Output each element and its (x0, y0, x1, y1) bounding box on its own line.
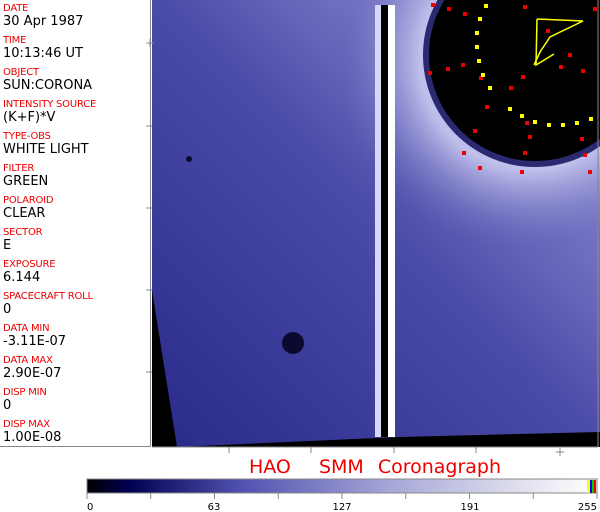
colorbar-blue (590, 480, 592, 493)
field-value: 30 Apr 1987 (3, 14, 84, 29)
marker-red (473, 129, 477, 133)
header-info-panel: DATE 30 Apr 1987 TIME 10:13:46 UT OBJECT SUN:… (0, 0, 151, 447)
field-value: CLEAR (3, 206, 46, 221)
marker-red (525, 121, 529, 125)
marker-yellow (488, 86, 492, 90)
pylon-edge (375, 5, 381, 437)
colorbar-yellow (587, 480, 590, 493)
marker-red (528, 135, 532, 139)
title-text: HAO SMM Coronagraph (248, 456, 502, 478)
marker-red (428, 71, 432, 75)
colorbar-tick-191: 191 (460, 502, 479, 512)
marker-red (523, 5, 527, 9)
axis-cross-mark (146, 39, 154, 47)
marker-yellow (481, 73, 485, 77)
field-value: E (3, 238, 12, 253)
marker-red (462, 151, 466, 155)
marker-red (546, 29, 550, 33)
colorbar-tick-0: 0 (87, 502, 93, 512)
field-value: 1.00E-08 (3, 430, 62, 445)
pylon-highlight (388, 5, 395, 437)
field-value: 0 (3, 302, 12, 317)
instrument-title: HAO SMM Coronagraph (0, 456, 600, 478)
field-value: (K+F)*V (3, 110, 56, 125)
marker-red (521, 75, 525, 79)
field-label: DATA MIN (3, 323, 50, 334)
marker-red (446, 67, 450, 71)
field-label: TYPE-OBS (3, 131, 51, 142)
marker-red (583, 153, 587, 157)
marker-red (478, 166, 482, 170)
marker-red (509, 86, 513, 90)
marker-red (520, 170, 524, 174)
dust-spot (282, 332, 304, 354)
field-value: 0 (3, 398, 12, 413)
field-value: 2.90E-07 (3, 366, 62, 381)
orientation-marker (533, 18, 584, 66)
marker-red (559, 65, 563, 69)
marker-red (580, 137, 584, 141)
field-value: SUN:CORONA (3, 78, 93, 93)
colorbar-tick-127: 127 (332, 502, 351, 512)
marker-yellow (508, 107, 512, 111)
axis-cross-mark (556, 448, 564, 456)
marker-red (485, 105, 489, 109)
colorbar-red (594, 480, 596, 493)
colorbar-green (592, 480, 594, 493)
field-value: WHITE LIGHT (3, 142, 89, 157)
marker-red (568, 53, 572, 57)
field-label: INTENSITY SOURCE (3, 99, 97, 110)
marker-yellow (520, 114, 524, 118)
field-label: SECTOR (3, 227, 43, 238)
occulter-disk (429, 0, 600, 161)
marker-red (447, 7, 451, 11)
marker-red (523, 151, 527, 155)
field-label: EXPOSURE (3, 259, 56, 270)
marker-red (479, 76, 483, 80)
marker-red (581, 69, 585, 73)
marker-yellow (484, 4, 488, 8)
marker-yellow (589, 117, 593, 121)
orientation-marker-2 (535, 18, 555, 67)
marker-red (463, 12, 467, 16)
field-label: POLAROID (3, 195, 54, 206)
grid-markers (428, 3, 597, 174)
marker-red (461, 63, 465, 67)
field-value: 10:13:46 UT (3, 46, 83, 61)
field-label: DISP MAX (3, 419, 50, 430)
marker-yellow (561, 123, 565, 127)
marker-yellow (547, 123, 551, 127)
field-label: SPACECRAFT ROLL (3, 291, 93, 302)
marker-yellow (477, 59, 481, 63)
colorbar-tick-255: 255 (578, 502, 597, 512)
colorbar-tick-63: 63 (208, 502, 221, 512)
field-label: DATA MAX (3, 355, 53, 366)
marker-red (588, 170, 592, 174)
field-label: OBJECT (3, 67, 39, 78)
marker-yellow (575, 121, 579, 125)
marker-yellow (475, 45, 479, 49)
field-value: 6.144 (3, 270, 41, 285)
colorbar (86, 478, 598, 494)
marker-yellow (478, 17, 482, 21)
dust-spot-small (186, 156, 192, 162)
field-label: TIME (3, 35, 27, 46)
field-label: FILTER (3, 163, 35, 174)
field-label: DATE (3, 3, 29, 14)
field-value: -3.11E-07 (3, 334, 67, 349)
field-label: DISP MIN (3, 387, 47, 398)
marker-yellow (533, 120, 537, 124)
marker-yellow (475, 31, 479, 35)
occulter-pylon (381, 5, 388, 437)
marker-red (431, 3, 435, 7)
field-value: GREEN (3, 174, 49, 189)
marker-red (593, 7, 597, 11)
